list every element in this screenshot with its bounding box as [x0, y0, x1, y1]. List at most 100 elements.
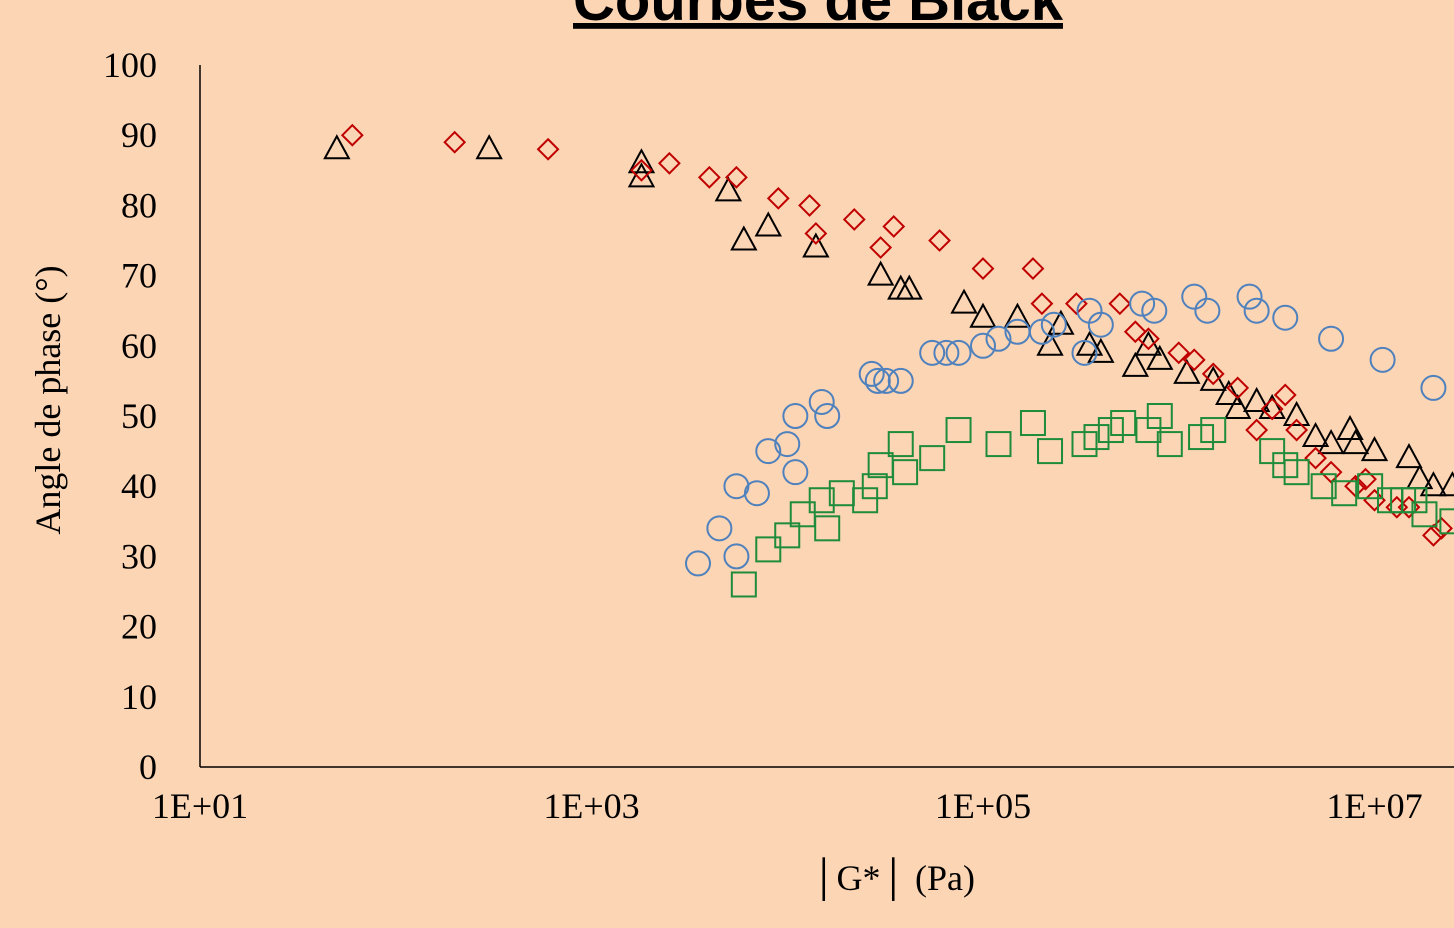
- data-point-diamond: [1030, 292, 1054, 316]
- data-point-triangle: [754, 211, 782, 237]
- data-point-diamond: [1167, 341, 1191, 365]
- data-point-triangle: [475, 134, 503, 160]
- data-point-square: [861, 473, 888, 500]
- data-point-circle: [1181, 283, 1208, 310]
- data-point-square: [789, 501, 816, 528]
- data-point-square: [774, 522, 801, 549]
- series-triangle: [323, 134, 1454, 497]
- data-point-square: [1401, 487, 1428, 514]
- data-point-diamond: [766, 186, 790, 210]
- data-point-diamond: [1021, 257, 1045, 280]
- data-point-circle: [1369, 346, 1396, 373]
- data-point-triangle: [1341, 428, 1370, 455]
- data-point-circle: [782, 459, 809, 486]
- data-point-circle: [1129, 290, 1156, 317]
- data-point-triangle: [1301, 421, 1330, 448]
- data-point-circle: [1141, 297, 1168, 324]
- axes: [199, 65, 1454, 768]
- data-point-square: [1331, 480, 1358, 507]
- series-square: [730, 403, 1454, 598]
- data-point-diamond: [869, 236, 893, 259]
- data-point-square: [1200, 417, 1227, 444]
- data-point-square: [1083, 424, 1110, 451]
- data-point-circle: [808, 388, 835, 415]
- data-point-circle: [873, 367, 900, 394]
- data-point-square: [808, 487, 835, 514]
- data-point-diamond: [1319, 460, 1343, 484]
- chart-title: Courbes de Black: [573, 0, 1064, 33]
- data-point-triangle: [866, 260, 895, 286]
- data-point-diamond: [1304, 446, 1327, 470]
- y-tick-label: 60: [121, 326, 157, 366]
- data-point-circle: [755, 438, 782, 465]
- data-point-circle: [1040, 311, 1067, 338]
- data-point-diamond: [340, 123, 364, 147]
- data-point-triangle: [895, 274, 923, 300]
- y-tick-label: 70: [121, 256, 157, 296]
- data-point-diamond: [1285, 418, 1309, 442]
- data-point-diamond: [1430, 516, 1453, 540]
- data-point-square: [1357, 473, 1384, 500]
- data-point-square: [887, 431, 914, 458]
- data-point-circle: [1272, 304, 1299, 331]
- data-point-square: [1439, 508, 1454, 535]
- data-point-circle: [685, 550, 712, 577]
- data-point-diamond: [971, 257, 995, 280]
- data-point-triangle: [1360, 436, 1389, 462]
- data-point-square: [919, 445, 946, 472]
- data-point-square: [1037, 438, 1064, 465]
- data-point-circle: [864, 367, 891, 394]
- data-point-triangle: [1223, 393, 1252, 419]
- data-point-triangle: [1419, 471, 1448, 497]
- x-tick-label: 1E+07: [1326, 786, 1422, 826]
- data-point-triangle: [1395, 443, 1423, 469]
- y-tick-label: 40: [121, 466, 157, 506]
- data-point-diamond: [842, 208, 866, 231]
- data-point-square: [852, 487, 879, 514]
- series-circle: [685, 283, 1447, 577]
- data-point-triangle: [323, 134, 351, 160]
- data-point-diamond: [630, 158, 653, 182]
- y-tick-label: 10: [121, 677, 157, 717]
- x-tick-label: 1E+01: [152, 786, 248, 826]
- data-point-diamond: [443, 130, 467, 154]
- data-point-triangle: [1336, 414, 1364, 441]
- data-point-circle: [743, 480, 770, 507]
- data-point-diamond: [1226, 376, 1250, 400]
- data-point-diamond: [1260, 397, 1284, 421]
- data-point-circle: [782, 403, 809, 429]
- data-point-square: [814, 515, 841, 542]
- data-point-triangle: [1282, 400, 1311, 426]
- data-point-square: [1156, 431, 1183, 458]
- data-point-triangle: [627, 148, 656, 174]
- y-tick-label: 100: [103, 45, 157, 85]
- data-point-triangle: [1003, 302, 1032, 328]
- x-tick-label: 1E+05: [935, 786, 1031, 826]
- data-point-circle: [723, 543, 750, 570]
- data-point-square: [945, 417, 972, 444]
- data-point-triangle: [714, 176, 743, 202]
- y-tick-label: 0: [139, 747, 157, 787]
- data-point-circle: [1236, 283, 1263, 310]
- data-point-circle: [814, 403, 841, 429]
- data-point-diamond: [798, 193, 821, 217]
- data-point-triangle: [1317, 428, 1345, 455]
- data-point-diamond: [536, 137, 560, 161]
- data-point-triangle: [1146, 344, 1174, 370]
- y-tick-label: 50: [121, 396, 157, 436]
- y-tick-label: 80: [121, 185, 157, 225]
- data-point-diamond: [697, 165, 721, 189]
- data-point-square: [985, 431, 1012, 458]
- x-axis-label: │G*│ (Pa): [811, 857, 975, 901]
- data-point-triangle: [950, 288, 978, 314]
- data-point-circle: [887, 367, 914, 394]
- data-point-diamond: [1245, 418, 1269, 442]
- data-point-circle: [858, 360, 885, 387]
- data-point-diamond: [804, 222, 828, 245]
- data-point-circle: [1194, 297, 1221, 324]
- y-tick-label: 30: [121, 536, 157, 576]
- data-point-square: [1146, 403, 1173, 429]
- data-point-circle: [1243, 297, 1270, 324]
